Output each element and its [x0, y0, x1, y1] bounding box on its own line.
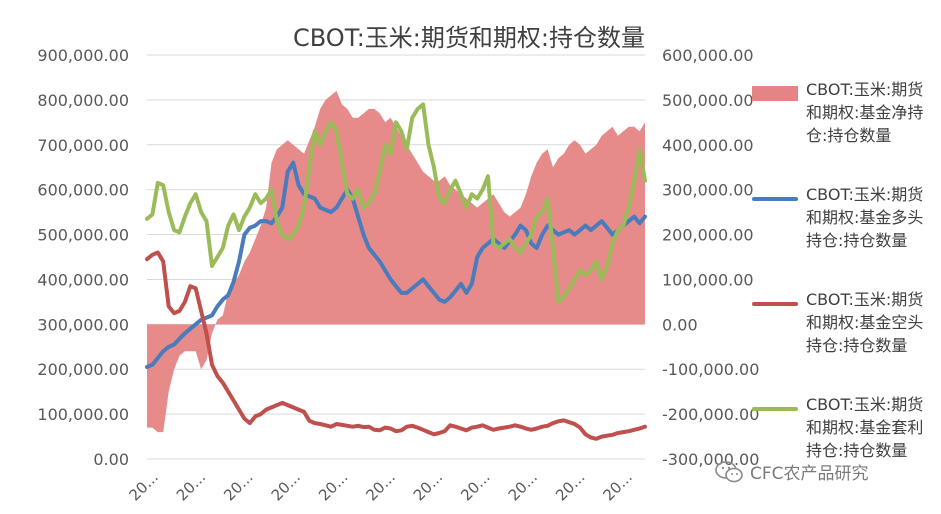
legend-label-spread: CBOT:玉米:期货和期权:基金套利持仓:持仓数量 — [806, 395, 924, 460]
legend-item-long[interactable]: CBOT:玉米:期货和期权:基金多头持仓:持仓数量 — [752, 183, 941, 288]
left-tick-label: 900,000.00 — [37, 46, 129, 65]
legend-item-short[interactable]: CBOT:玉米:期货和期权:基金空头持仓:持仓数量 — [752, 288, 941, 393]
left-axis: 0.00 100,000.00 200,000.00 300,000.00 400,00… — [37, 46, 129, 469]
area-layer — [147, 90, 645, 433]
series-area-net-position — [147, 90, 645, 433]
chart-title: CBOT:玉米:期货和期权:持仓数量 — [293, 24, 645, 52]
series-line-long — [145, 160, 647, 369]
right-tick-label: -200,000.00 — [662, 405, 759, 424]
x-tick-label: 20... — [505, 468, 541, 504]
left-tick-label: 200,000.00 — [37, 360, 129, 379]
series-line-short — [145, 250, 647, 441]
legend-label-short: CBOT:玉米:期货和期权:基金空头持仓:持仓数量 — [806, 290, 924, 355]
left-tick-label: 400,000.00 — [37, 270, 129, 289]
left-tick-label: 600,000.00 — [37, 181, 129, 200]
right-axis: -300,000.00 -200,000.00 -100,000.00 0.00 100… — [662, 46, 759, 469]
left-tick-label: 800,000.00 — [37, 91, 129, 110]
x-tick-label: 20... — [220, 468, 256, 504]
x-tick-label: 20... — [125, 468, 161, 504]
watermark-text: CFC农产品研究 — [750, 464, 869, 484]
left-tick-label: 100,000.00 — [37, 405, 129, 424]
legend-swatch-spread — [752, 407, 798, 411]
right-tick-label: 200,000.00 — [662, 226, 754, 245]
right-tick-label: -300,000.00 — [662, 450, 759, 469]
x-tick-label: 20... — [410, 468, 446, 504]
legend: CBOT:玉米:期货和期权:基金净持仓:持仓数量 CBOT:玉米:期货和期权:基… — [752, 78, 941, 498]
legend-item-spread[interactable]: CBOT:玉米:期货和期权:基金套利持仓:持仓数量 — [752, 393, 941, 498]
x-axis: 20... 20... 20... 20... 20... 20... 20... 20...… — [125, 468, 635, 504]
left-tick-label: 500,000.00 — [37, 226, 129, 245]
x-tick-label: 20... — [315, 468, 351, 504]
x-tick-label: 20... — [599, 468, 635, 504]
x-tick-label: 20... — [268, 468, 304, 504]
legend-label-long: CBOT:玉米:期货和期权:基金多头持仓:持仓数量 — [806, 185, 924, 250]
right-tick-label: 500,000.00 — [662, 91, 754, 110]
x-tick-label: 20... — [173, 468, 209, 504]
legend-item-net[interactable]: CBOT:玉米:期货和期权:基金净持仓:持仓数量 — [752, 78, 941, 183]
right-tick-label: 100,000.00 — [662, 270, 754, 289]
right-tick-label: 0.00 — [662, 315, 698, 334]
series-line-spread — [145, 102, 647, 304]
x-tick-label: 20... — [457, 468, 493, 504]
right-tick-label: 600,000.00 — [662, 46, 754, 65]
right-tick-label: 400,000.00 — [662, 136, 754, 155]
right-tick-label: -100,000.00 — [662, 360, 759, 379]
right-tick-label: 300,000.00 — [662, 181, 754, 200]
legend-label-net: CBOT:玉米:期货和期权:基金净持仓:持仓数量 — [806, 80, 924, 145]
legend-swatch-long — [752, 197, 798, 201]
line-layer — [145, 102, 647, 441]
wechat-icon — [715, 460, 743, 482]
left-tick-label: 0.00 — [93, 450, 129, 469]
x-tick-label: 20... — [552, 468, 588, 504]
watermark: CFC农产品研究 — [714, 459, 869, 484]
left-tick-label: 700,000.00 — [37, 136, 129, 155]
legend-swatch-net — [752, 86, 798, 101]
legend-swatch-short — [752, 302, 798, 306]
left-tick-label: 300,000.00 — [37, 315, 129, 334]
x-tick-label: 20... — [362, 468, 398, 504]
